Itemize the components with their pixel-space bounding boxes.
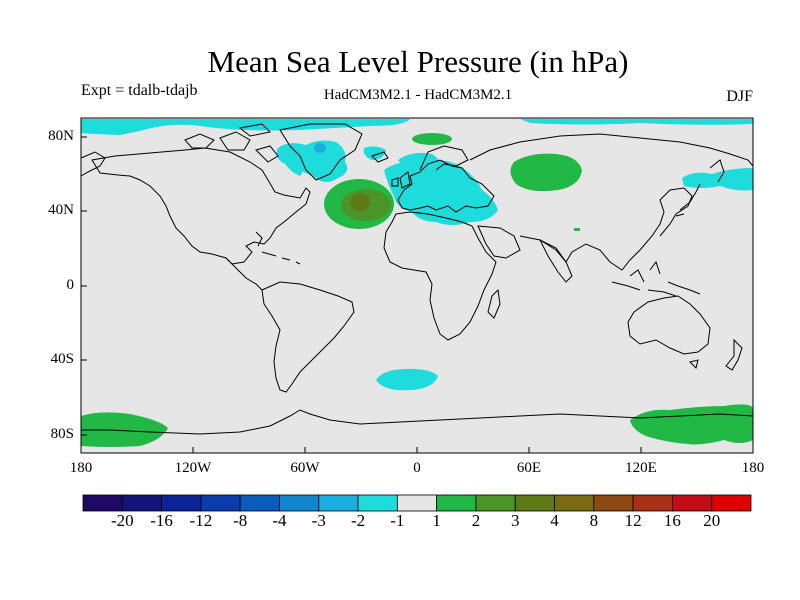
coast-europe — [397, 159, 495, 213]
colorbar-label: 12 — [624, 511, 642, 530]
coast-british-isles — [391, 171, 411, 189]
coast-africa — [383, 211, 497, 341]
coast-iceland — [371, 151, 389, 163]
coast-indonesia — [611, 260, 701, 297]
coast-new-zealand — [725, 338, 743, 371]
colorbar-box — [436, 494, 477, 512]
x-label-0: 0 — [413, 460, 421, 476]
colorbar-box — [672, 494, 713, 512]
scandinavia-low — [398, 152, 440, 169]
colorbar-box — [475, 494, 516, 512]
x-label-120e: 120E — [625, 460, 657, 476]
x-label-180e: 180 — [741, 460, 765, 476]
greenland-low-core — [314, 143, 326, 153]
siberian-high — [510, 153, 582, 192]
labrador-low — [282, 149, 303, 176]
colorbar-box — [318, 494, 359, 512]
colorbar-label: 3 — [510, 511, 520, 530]
colorbar-box — [396, 494, 438, 512]
y-label-80n: 80N — [48, 128, 74, 144]
coast-antarctica — [81, 409, 754, 435]
colorbar-label: -1 — [390, 511, 405, 530]
experiment-label: Expt = tdalb-tdajb — [81, 82, 198, 99]
colorbar-box — [121, 494, 162, 512]
colorbar-label: -20 — [110, 511, 134, 530]
colorbar-box — [593, 494, 634, 512]
y-label-80s: 80S — [50, 426, 74, 442]
coast-kamchatka — [709, 159, 725, 183]
y-label-40s: 40S — [50, 351, 74, 367]
colorbar-box — [632, 494, 673, 512]
coast-arctic-islands — [184, 123, 279, 163]
map-title: Mean Sea Level Pressure (in hPa) — [207, 44, 629, 79]
colorbar-box — [514, 494, 555, 512]
colorbar-box — [357, 494, 398, 512]
coast-greenland — [279, 123, 363, 181]
y-label-0: 0 — [66, 277, 75, 293]
models-label: HadCM3M2.1 - HadCM3M2.1 — [323, 87, 513, 103]
small-high-spot — [574, 228, 580, 231]
coast-scandinavia — [419, 145, 469, 171]
colorbar-label: 16 — [663, 511, 681, 530]
coast-alaska — [80, 151, 106, 177]
east-arctic-high — [412, 133, 452, 145]
coast-madagascar — [487, 288, 501, 319]
coast-india — [538, 238, 573, 283]
colorbar-box — [82, 494, 123, 512]
y-label-40n: 40N — [48, 202, 74, 218]
colorbar-box — [279, 494, 320, 512]
coast-australia — [627, 295, 711, 355]
colorbar-label: -12 — [189, 511, 213, 530]
colorbar-box — [239, 494, 280, 512]
coast-south-america — [261, 281, 355, 393]
colorbar-label: 20 — [703, 511, 721, 530]
colorbar-label: 1 — [432, 511, 441, 530]
x-label-180w: 180 — [69, 460, 93, 476]
coast-caribbean — [261, 251, 301, 265]
coast-central-america — [225, 257, 263, 291]
colorbar-label: -3 — [311, 511, 326, 530]
x-label-60e: 60E — [516, 460, 542, 476]
colorbar-label: 2 — [471, 511, 481, 530]
coast-japan — [675, 183, 701, 217]
south-atlantic-low — [376, 368, 438, 391]
x-label-120w: 120W — [174, 460, 212, 476]
season-label: DJF — [726, 88, 753, 105]
axis-ticks — [80, 136, 754, 453]
europe-low — [384, 159, 498, 225]
colorbar-label: 4 — [550, 511, 559, 530]
colorbar-label: 8 — [589, 511, 599, 530]
colorbar-label: -4 — [272, 511, 287, 530]
colorbar — [82, 494, 752, 512]
coastlines — [80, 123, 754, 435]
coast-asia — [469, 133, 754, 271]
colorbar-box — [161, 494, 202, 512]
arctic-negative-band-east — [520, 119, 753, 125]
colorbar-box — [554, 494, 595, 512]
colorbar-label: -8 — [233, 511, 248, 530]
colorbar-label: -16 — [150, 511, 173, 530]
coast-florida — [255, 231, 263, 247]
iceland-low — [363, 146, 386, 160]
antarctic-high-west — [81, 412, 168, 447]
coast-tasmania — [689, 359, 699, 369]
colorbar-label: -2 — [350, 511, 366, 530]
atlantic-high-core — [350, 193, 370, 211]
coast-arabia — [477, 225, 521, 259]
colorbar-box — [711, 494, 752, 512]
x-label-60w: 60W — [290, 460, 320, 476]
colorbar-box — [200, 494, 241, 512]
